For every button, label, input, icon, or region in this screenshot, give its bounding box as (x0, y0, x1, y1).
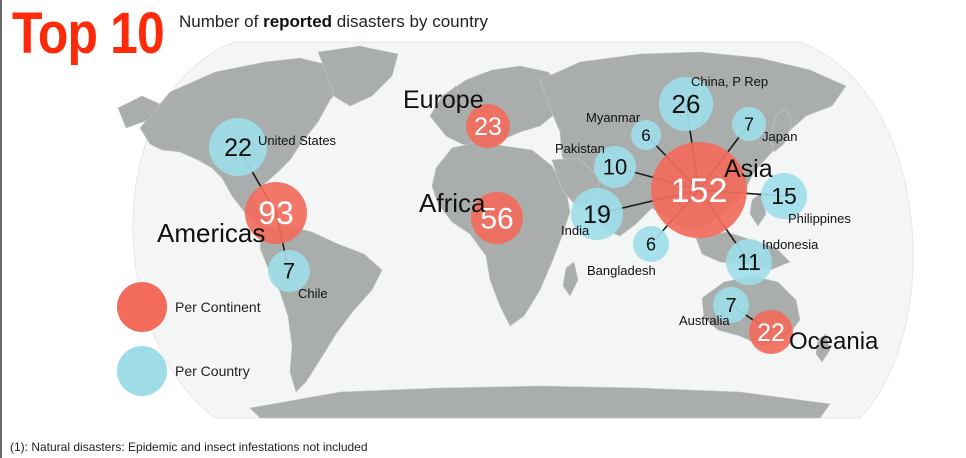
country-label-india: India (561, 223, 590, 238)
country-bubble-philippines: 15 Philippines (761, 173, 851, 226)
country-value-united-states: 22 (224, 134, 252, 162)
continent-label-asia: Asia (724, 155, 773, 183)
country-circle-indonesia (726, 239, 772, 285)
continent-label-oceania: Oceania (789, 328, 879, 355)
continent-label-europe: Europe (403, 86, 484, 114)
subtitle-prefix: Number of (179, 12, 264, 31)
country-circle-united-states (209, 118, 267, 176)
new-zealand-shape (815, 333, 831, 363)
continent-circle-oceania (749, 310, 793, 354)
footnote: (1): Natural disasters: Epidemic and ins… (10, 440, 368, 454)
continent-circle-africa (471, 192, 523, 244)
country-value-pakistan: 10 (603, 155, 627, 180)
continent-circle-europe (466, 104, 510, 148)
left-border (0, 0, 2, 458)
country-label-myanmar: Myanmar (586, 110, 641, 125)
country-value-philippines: 15 (771, 183, 797, 209)
country-value-china-p-rep: 26 (672, 89, 701, 119)
country-label-bangladesh: Bangladesh (587, 263, 656, 278)
subtitle: Number of reported disasters by country (179, 12, 488, 32)
continent-circle-asia (651, 142, 747, 238)
madagascar-shape (562, 261, 579, 297)
country-bubble-united-states: 22 United States (209, 118, 337, 176)
greenland-shape (317, 45, 399, 107)
country-label-china-p-rep: China, P Rep (691, 74, 768, 89)
continent-circle-americas (245, 182, 307, 244)
country-label-united-states: United States (258, 133, 337, 148)
country-label-philippines: Philippines (788, 211, 851, 226)
country-circle-myanmar (631, 120, 661, 150)
legend-label-continent: Per Continent (175, 299, 261, 315)
country-circle-chile (268, 250, 310, 292)
continent-label-africa: Africa (419, 188, 486, 218)
country-value-myanmar: 6 (641, 126, 650, 145)
legend-label-country: Per Country (175, 363, 250, 379)
country-label-japan: Japan (762, 129, 797, 144)
legend-swatch-continent (117, 282, 167, 332)
continent-value-oceania: 22 (757, 319, 785, 347)
country-value-japan: 7 (744, 114, 754, 134)
country-bubble-japan: 7 Japan (732, 107, 797, 144)
subtitle-emphasis: reported (263, 12, 333, 31)
country-value-bangladesh: 6 (646, 234, 656, 254)
country-circle-philippines (761, 173, 807, 219)
country-value-australia: 7 (725, 295, 736, 317)
continent-value-asia: 152 (671, 172, 728, 210)
country-circle-pakistan (594, 146, 636, 188)
country-circle-india (571, 188, 623, 240)
country-label-pakistan: Pakistan (555, 141, 605, 156)
japan-shape (769, 107, 793, 153)
country-value-india: 19 (583, 201, 611, 229)
country-label-indonesia: Indonesia (762, 237, 819, 252)
alaska-shape (117, 95, 161, 129)
legend-swatch-country (117, 346, 167, 396)
country-circle-china-p-rep (659, 77, 713, 131)
country-bubble-bangladesh: 6 Bangladesh (587, 226, 669, 278)
country-label-australia: Australia (679, 313, 730, 328)
country-label-chile: Chile (298, 286, 328, 301)
country-circle-japan (732, 107, 766, 141)
legend: Per Continent Per Country (117, 282, 261, 396)
uk-shape (443, 85, 461, 111)
subtitle-suffix: disasters by country (332, 12, 488, 31)
continent-bubble-oceania: 22 Oceania (749, 310, 879, 355)
continent-label-americas: Americas (157, 218, 265, 248)
country-circle-australia (713, 287, 749, 323)
continent-value-europe: 23 (474, 113, 502, 141)
continent-value-africa: 56 (480, 203, 513, 236)
country-circle-bangladesh (633, 226, 669, 262)
country-value-chile: 7 (283, 259, 295, 284)
antarctica-shape (249, 385, 831, 419)
page-title: Top 10 (12, 1, 165, 66)
country-value-indonesia: 11 (737, 249, 761, 275)
continent-value-americas: 93 (258, 195, 294, 231)
